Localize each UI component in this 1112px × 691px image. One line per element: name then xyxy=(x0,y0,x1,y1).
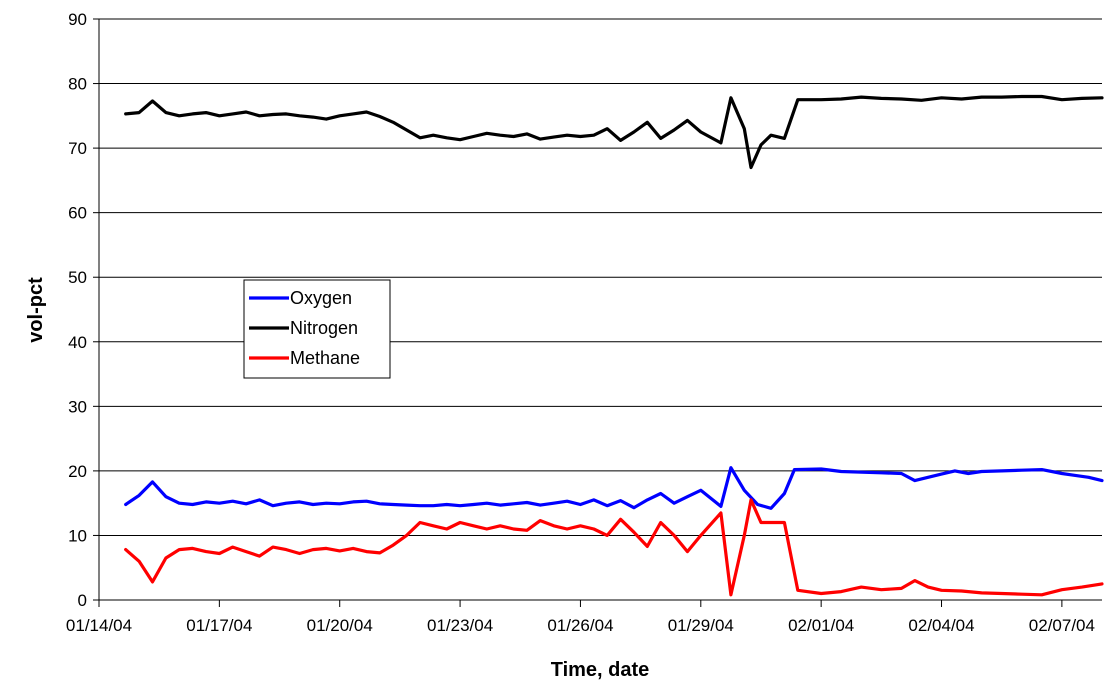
y-tick-label: 90 xyxy=(68,10,87,29)
y-tick-label: 10 xyxy=(68,526,87,545)
x-tick-label: 01/26/04 xyxy=(547,616,613,635)
y-tick-label: 80 xyxy=(68,75,87,94)
series-lines xyxy=(124,94,1104,597)
x-tick-label: 02/01/04 xyxy=(788,616,854,635)
y-axis-title: vol-pct xyxy=(25,277,47,343)
y-tick-label: 70 xyxy=(68,139,87,158)
series-line-nitrogen xyxy=(124,94,1104,170)
x-tick-label: 01/20/04 xyxy=(307,616,373,635)
y-tick-label: 20 xyxy=(68,462,87,481)
series-line-methane xyxy=(124,498,1104,597)
x-tick-label: 02/07/04 xyxy=(1029,616,1095,635)
y-tick-label: 50 xyxy=(68,268,87,287)
y-tick-label: 0 xyxy=(78,591,87,610)
gridlines xyxy=(99,18,1102,536)
y-tick-label: 60 xyxy=(68,204,87,223)
x-tick-label: 01/17/04 xyxy=(186,616,252,635)
legend-label: Nitrogen xyxy=(290,318,358,338)
legend: Oxygen Nitrogen Methane xyxy=(243,279,391,379)
legend-label: Oxygen xyxy=(290,288,352,308)
axes xyxy=(93,18,1102,607)
x-tick-label: 02/04/04 xyxy=(908,616,974,635)
x-tick-label: 01/29/04 xyxy=(668,616,734,635)
x-tick-label: 01/23/04 xyxy=(427,616,493,635)
y-tick-label: 40 xyxy=(68,333,87,352)
x-axis-title: Time, date xyxy=(551,659,650,681)
legend-label: Methane xyxy=(290,348,360,368)
tick-labels: 0 10 20 30 40 50 60 70 80 90 01/14/04 01/17/04 01/20… xyxy=(66,10,1095,635)
y-tick-label: 30 xyxy=(68,397,87,416)
x-tick-label: 01/14/04 xyxy=(66,616,132,635)
series-line-oxygen xyxy=(124,466,1104,510)
